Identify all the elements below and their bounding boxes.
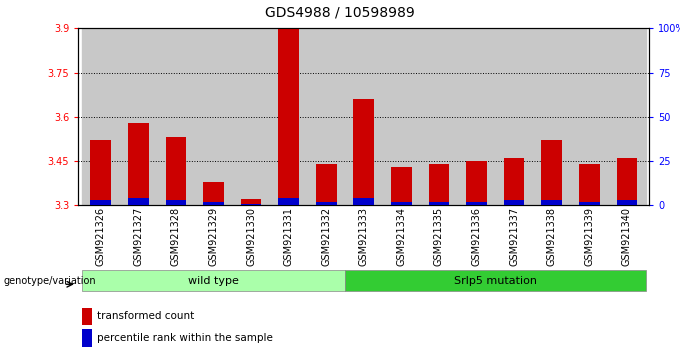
Bar xyxy=(120,28,157,205)
Bar xyxy=(420,28,458,205)
Text: GSM921332: GSM921332 xyxy=(321,206,331,266)
Bar xyxy=(354,198,374,205)
Bar xyxy=(165,137,186,205)
Bar xyxy=(608,28,645,205)
Bar xyxy=(203,202,224,205)
Bar xyxy=(466,161,487,205)
Text: GSM921331: GSM921331 xyxy=(284,206,294,266)
Text: GSM921335: GSM921335 xyxy=(434,206,444,266)
Text: transformed count: transformed count xyxy=(97,312,194,321)
Text: GDS4988 / 10598989: GDS4988 / 10598989 xyxy=(265,5,415,19)
Text: GSM921327: GSM921327 xyxy=(133,206,143,266)
Bar xyxy=(458,28,495,205)
Bar xyxy=(354,99,374,205)
Bar xyxy=(165,200,186,205)
Bar xyxy=(316,202,337,205)
Bar xyxy=(428,164,449,205)
Bar xyxy=(233,28,270,205)
Bar xyxy=(579,202,600,205)
Bar xyxy=(90,200,111,205)
Bar xyxy=(241,204,261,205)
Bar xyxy=(466,202,487,205)
Bar xyxy=(82,270,345,291)
Text: GSM921326: GSM921326 xyxy=(96,206,106,266)
Text: genotype/variation: genotype/variation xyxy=(3,276,96,286)
Text: GSM921338: GSM921338 xyxy=(547,206,557,266)
Bar xyxy=(90,141,111,205)
Bar xyxy=(533,28,571,205)
Bar xyxy=(541,141,562,205)
Bar xyxy=(428,202,449,205)
Bar xyxy=(391,167,411,205)
Bar xyxy=(571,28,608,205)
Bar xyxy=(278,28,299,205)
Text: wild type: wild type xyxy=(188,275,239,286)
Text: GSM921334: GSM921334 xyxy=(396,206,407,266)
Bar xyxy=(495,28,533,205)
Bar xyxy=(617,158,637,205)
Bar xyxy=(82,28,120,205)
Bar xyxy=(82,329,92,347)
Bar xyxy=(391,202,411,205)
Bar xyxy=(128,198,149,205)
Bar xyxy=(157,28,194,205)
Bar xyxy=(270,28,307,205)
Bar xyxy=(82,308,92,325)
Bar xyxy=(278,198,299,205)
Bar xyxy=(128,123,149,205)
Text: GSM921336: GSM921336 xyxy=(471,206,481,266)
Bar xyxy=(316,164,337,205)
Text: percentile rank within the sample: percentile rank within the sample xyxy=(97,333,273,343)
Bar xyxy=(307,28,345,205)
Text: GSM921328: GSM921328 xyxy=(171,206,181,266)
Bar xyxy=(617,200,637,205)
Bar xyxy=(241,199,261,205)
Text: GSM921337: GSM921337 xyxy=(509,206,519,266)
Text: GSM921333: GSM921333 xyxy=(359,206,369,266)
Text: GSM921339: GSM921339 xyxy=(584,206,594,266)
Bar xyxy=(203,182,224,205)
Bar xyxy=(383,28,420,205)
Bar xyxy=(504,200,524,205)
Bar xyxy=(194,28,233,205)
Text: Srlp5 mutation: Srlp5 mutation xyxy=(454,275,537,286)
Bar xyxy=(345,28,383,205)
Text: GSM921330: GSM921330 xyxy=(246,206,256,266)
Bar xyxy=(541,200,562,205)
Text: GSM921329: GSM921329 xyxy=(209,206,218,266)
Bar xyxy=(504,158,524,205)
Text: GSM921340: GSM921340 xyxy=(622,206,632,266)
Bar xyxy=(579,164,600,205)
Bar xyxy=(345,270,645,291)
